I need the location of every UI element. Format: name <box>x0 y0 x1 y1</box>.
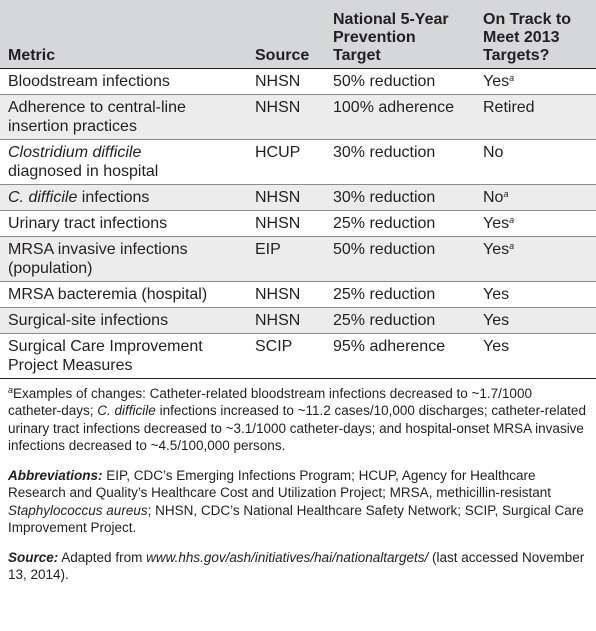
source-note: Source: Adapted from www.hhs.gov/ash/ini… <box>8 549 585 583</box>
metric-cell: Urinary tract infections <box>0 209 247 236</box>
source-cell: EIP <box>247 235 325 281</box>
source-cell: NHSN <box>247 280 325 307</box>
source-cell: NHSN <box>247 183 325 210</box>
source-cell: NHSN <box>247 209 325 236</box>
status-cell: Yesa <box>475 67 596 94</box>
metric-cell: Surgical Care Improvement Project Measure… <box>0 332 247 379</box>
header-on-track: On Track to Meet 2013 Targets? <box>475 0 596 68</box>
table-row: MRSA invasive infections (population) EIP… <box>0 235 596 281</box>
status-cell: Yesa <box>475 209 596 236</box>
table-row: MRSA bacteremia (hospital) NHSN 25% redu… <box>0 280 596 307</box>
metric-cell: Adherence to central-line insertion pract… <box>0 93 247 139</box>
metric-cell: C. difficile infections <box>0 183 247 210</box>
status-cell: Noa <box>475 183 596 210</box>
target-cell: 25% reduction <box>325 209 475 236</box>
status-cell: No <box>475 138 596 184</box>
target-cell: 50% reduction <box>325 67 475 94</box>
table-notes: aExamples of changes: Catheter-related b… <box>0 385 596 584</box>
prevention-targets-table: Metric Source National 5-Year Prevention… <box>0 0 596 379</box>
target-cell: 30% reduction <box>325 183 475 210</box>
source-url: www.hhs.gov/ash/initiatives/hai/national… <box>146 549 429 565</box>
table-header-row: Metric Source National 5-Year Prevention… <box>0 0 596 68</box>
status-cell: Yes <box>475 332 596 379</box>
source-cell: NHSN <box>247 306 325 333</box>
target-cell: 25% reduction <box>325 280 475 307</box>
table-row: Bloodstream infections NHSN 50% reductio… <box>0 67 596 94</box>
metric-cell: Clostridium difficile diagnosed in hospit… <box>0 138 247 184</box>
metric-cell: MRSA invasive infections (population) <box>0 235 247 281</box>
target-cell: 100% adherence <box>325 93 475 139</box>
source-cell: NHSN <box>247 93 325 139</box>
table-row: Urinary tract infections NHSN 25% reduct… <box>0 209 596 236</box>
metric-cell: MRSA bacteremia (hospital) <box>0 280 247 307</box>
table-row: C. difficile infections NHSN 30% reducti… <box>0 183 596 210</box>
target-cell: 25% reduction <box>325 306 475 333</box>
source-cell: SCIP <box>247 332 325 379</box>
status-cell: Retired <box>475 93 596 139</box>
source-cell: NHSN <box>247 67 325 94</box>
status-cell: Yes <box>475 280 596 307</box>
metric-cell: Surgical-site infections <box>0 306 247 333</box>
header-source: Source <box>247 0 325 68</box>
header-target: National 5-Year Prevention Target <box>325 0 475 68</box>
source-cell: HCUP <box>247 138 325 184</box>
metric-cell: Bloodstream infections <box>0 67 247 94</box>
table-row: Adherence to central-line insertion pract… <box>0 93 596 139</box>
table-row: Surgical Care Improvement Project Measure… <box>0 332 596 379</box>
footnote-marker: a <box>509 214 515 225</box>
target-cell: 30% reduction <box>325 138 475 184</box>
footnote-marker: a <box>509 72 515 83</box>
status-cell: Yes <box>475 306 596 333</box>
status-cell: Yesa <box>475 235 596 281</box>
table-row: Clostridium difficile diagnosed in hospit… <box>0 138 596 184</box>
table-row: Surgical-site infections NHSN 25% reduct… <box>0 306 596 333</box>
abbreviations-note: Abbreviations: EIP, CDC’s Emerging Infec… <box>8 467 584 536</box>
header-metric: Metric <box>0 0 247 68</box>
footnote-marker: a <box>509 240 515 251</box>
target-cell: 95% adherence <box>325 332 475 379</box>
target-cell: 50% reduction <box>325 235 475 281</box>
footnote-a: aExamples of changes: Catheter-related b… <box>8 384 586 453</box>
footnote-marker: a <box>503 188 509 199</box>
